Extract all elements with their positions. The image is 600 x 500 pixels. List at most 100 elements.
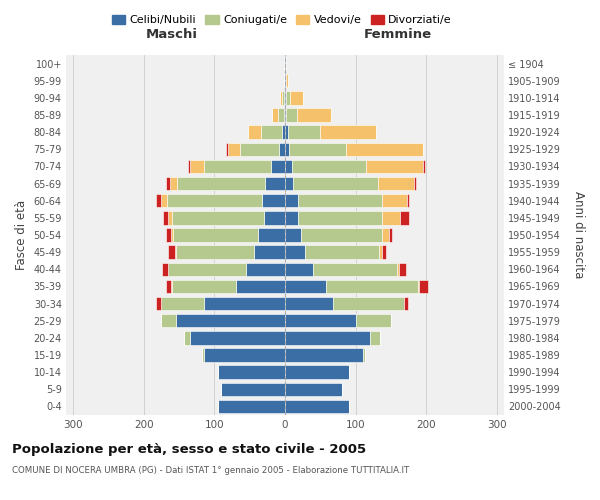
Bar xyxy=(285,366,349,379)
Bar xyxy=(286,74,288,88)
Bar xyxy=(285,331,370,344)
Bar xyxy=(286,108,297,122)
Bar xyxy=(285,57,286,70)
Bar xyxy=(166,228,171,241)
Bar xyxy=(356,314,391,328)
Bar xyxy=(382,228,389,241)
Bar xyxy=(285,160,292,173)
Bar xyxy=(161,297,204,310)
Bar xyxy=(419,280,428,293)
Bar xyxy=(285,194,298,207)
Bar xyxy=(236,280,285,293)
Bar xyxy=(366,160,423,173)
Bar xyxy=(284,91,285,104)
Bar xyxy=(382,246,386,259)
Bar xyxy=(218,400,285,413)
Bar xyxy=(175,246,176,259)
Bar xyxy=(262,194,285,207)
Bar xyxy=(204,297,285,310)
Bar xyxy=(418,280,419,293)
Bar xyxy=(285,400,349,413)
Bar xyxy=(156,194,161,207)
Bar xyxy=(363,348,365,362)
Bar xyxy=(265,177,285,190)
Text: COMUNE DI NOCERA UMBRA (PG) - Dati ISTAT 1° gennaio 2005 - Elaborazione TUTTITAL: COMUNE DI NOCERA UMBRA (PG) - Dati ISTAT… xyxy=(12,466,409,475)
Bar xyxy=(241,142,280,156)
Bar xyxy=(407,194,409,207)
Bar xyxy=(285,91,286,104)
Bar xyxy=(286,91,290,104)
Bar xyxy=(248,126,261,139)
Text: Maschi: Maschi xyxy=(146,28,198,42)
Bar xyxy=(280,142,285,156)
Bar xyxy=(282,126,285,139)
Bar xyxy=(284,74,285,88)
Bar xyxy=(305,246,379,259)
Bar xyxy=(423,160,425,173)
Bar xyxy=(167,194,262,207)
Bar xyxy=(190,331,285,344)
Bar xyxy=(285,74,286,88)
Bar xyxy=(278,108,284,122)
Bar xyxy=(285,177,293,190)
Bar xyxy=(285,228,301,241)
Bar xyxy=(285,246,305,259)
Bar xyxy=(285,142,289,156)
Y-axis label: Anni di nascita: Anni di nascita xyxy=(572,192,585,278)
Bar xyxy=(370,331,380,344)
Bar xyxy=(169,211,172,224)
Bar xyxy=(382,211,400,224)
Bar xyxy=(176,314,285,328)
Bar xyxy=(293,177,378,190)
Bar xyxy=(264,211,285,224)
Bar xyxy=(190,160,204,173)
Bar xyxy=(379,246,382,259)
Bar xyxy=(204,348,285,362)
Bar xyxy=(285,382,341,396)
Bar xyxy=(346,142,424,156)
Text: Femmine: Femmine xyxy=(364,28,432,42)
Bar xyxy=(399,262,406,276)
Bar xyxy=(168,246,175,259)
Bar xyxy=(218,366,285,379)
Bar xyxy=(333,297,404,310)
Bar xyxy=(282,91,284,104)
Bar xyxy=(298,211,382,224)
Bar xyxy=(168,262,169,276)
Bar xyxy=(285,348,363,362)
Bar xyxy=(173,228,258,241)
Bar xyxy=(397,262,399,276)
Bar xyxy=(169,262,246,276)
Bar xyxy=(297,108,331,122)
Legend: Celibi/Nubili, Coniugati/e, Vedovi/e, Divorziati/e: Celibi/Nubili, Coniugati/e, Vedovi/e, Di… xyxy=(107,10,457,30)
Bar xyxy=(290,91,302,104)
Bar xyxy=(228,142,241,156)
Bar xyxy=(221,382,285,396)
Bar xyxy=(184,331,190,344)
Bar xyxy=(170,177,177,190)
Bar xyxy=(382,194,407,207)
Bar xyxy=(204,160,271,173)
Bar xyxy=(284,57,285,70)
Bar xyxy=(289,142,346,156)
Bar xyxy=(261,126,282,139)
Bar xyxy=(285,126,288,139)
Bar xyxy=(161,194,167,207)
Bar xyxy=(202,348,204,362)
Bar xyxy=(284,108,285,122)
Bar xyxy=(378,177,413,190)
Bar xyxy=(166,280,171,293)
Bar xyxy=(162,262,168,276)
Bar xyxy=(156,297,161,310)
Text: Popolazione per età, sesso e stato civile - 2005: Popolazione per età, sesso e stato civil… xyxy=(12,442,366,456)
Bar xyxy=(166,177,170,190)
Bar xyxy=(171,280,172,293)
Bar xyxy=(326,280,418,293)
Bar xyxy=(285,297,333,310)
Bar xyxy=(285,211,298,224)
Bar xyxy=(188,160,190,173)
Bar xyxy=(172,211,264,224)
Bar xyxy=(413,177,416,190)
Bar xyxy=(313,262,397,276)
Bar xyxy=(288,126,320,139)
